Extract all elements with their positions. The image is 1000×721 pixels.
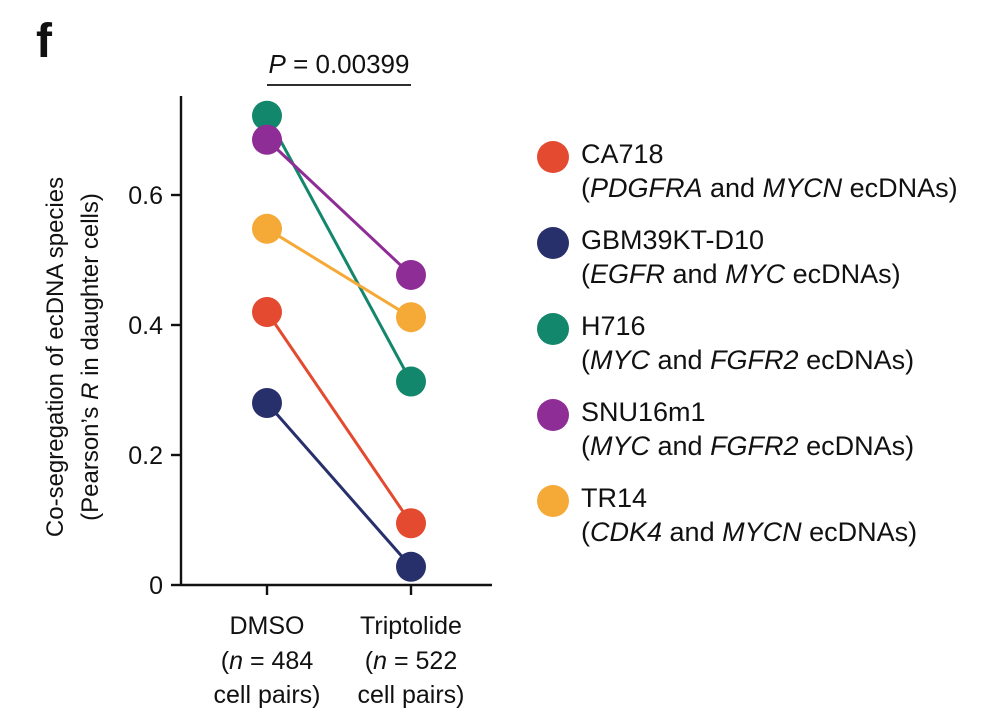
panel-label: f bbox=[36, 15, 52, 68]
legend-swatch bbox=[537, 399, 569, 431]
legend-series-desc: (MYC and FGFR2 ecDNAs) bbox=[581, 345, 915, 375]
chart-axes bbox=[171, 84, 492, 595]
point-ca718-dmso bbox=[252, 297, 282, 327]
y-tick-label: 0.4 bbox=[128, 312, 163, 340]
point-tr14-triptolide bbox=[396, 302, 426, 333]
legend-text: CA718 (PDGFRA and MYCN ecDNAs) bbox=[581, 137, 958, 205]
y-tick-label: 0.2 bbox=[128, 442, 163, 470]
legend-series-desc: (PDGFRA and MYCN ecDNAs) bbox=[581, 173, 958, 203]
x-category-n: (n = 522 bbox=[365, 647, 457, 675]
series-line-gbm39kt-d10 bbox=[265, 402, 413, 568]
y-tick-label: 0 bbox=[149, 572, 163, 600]
point-snu16m1-dmso bbox=[252, 124, 282, 155]
series-line-ca718 bbox=[265, 311, 413, 525]
point-snu16m1-triptolide bbox=[396, 259, 426, 290]
y-axis-title-line1: Co-segregation of ecDNA species bbox=[42, 177, 69, 537]
pvalue-label: P = 0.00399 bbox=[269, 49, 410, 79]
legend-series-name: TR14 bbox=[581, 483, 648, 513]
legend-swatch bbox=[537, 485, 569, 517]
x-category-n: (n = 484 bbox=[221, 647, 314, 675]
point-ca718-triptolide bbox=[396, 508, 426, 539]
chart-labels: 0 0.2 0.4 0.6 Co-segregation of ecDNA specie… bbox=[42, 49, 464, 709]
point-gbm39kt-d10-dmso bbox=[252, 388, 282, 418]
series-points bbox=[252, 100, 426, 582]
x-category-label: DMSO bbox=[230, 612, 305, 640]
x-category-unit: cell pairs) bbox=[358, 681, 465, 709]
legend-text: GBM39KT-D10 (EGFR and MYC ecDNAs) bbox=[581, 223, 901, 291]
series-lines bbox=[265, 114, 413, 568]
legend-series-desc: (EGFR and MYC ecDNAs) bbox=[581, 259, 901, 289]
y-tick-label: 0.6 bbox=[128, 182, 163, 210]
point-gbm39kt-d10-triptolide bbox=[396, 551, 426, 582]
legend-series-desc: (CDK4 and MYCN ecDNAs) bbox=[581, 517, 918, 547]
series-line-h716 bbox=[265, 114, 413, 383]
x-category-label: Triptolide bbox=[360, 612, 462, 640]
point-h716-triptolide bbox=[396, 366, 426, 397]
point-h716-dmso bbox=[252, 100, 282, 131]
legend-series-name: H716 bbox=[581, 311, 646, 341]
series-line-snu16m1 bbox=[265, 138, 413, 277]
legend-series-name: SNU16m1 bbox=[581, 397, 706, 427]
x-category-unit: cell pairs) bbox=[214, 681, 321, 709]
legend-series-desc: (MYC and FGFR2 ecDNAs) bbox=[581, 431, 915, 461]
legend-series-name: CA718 bbox=[581, 139, 664, 169]
legend-swatch bbox=[537, 141, 569, 173]
point-tr14-dmso bbox=[252, 213, 282, 244]
legend-text: SNU16m1 (MYC and FGFR2 ecDNAs) bbox=[581, 395, 914, 463]
legend-swatch bbox=[537, 227, 569, 259]
legend-swatch bbox=[537, 313, 569, 345]
legend-series-name: GBM39KT-D10 bbox=[581, 225, 765, 255]
y-axis-title-line2: (Pearson’s R in daughter cells) bbox=[77, 193, 104, 521]
paired-dot-chart: 0 0.2 0.4 0.6 Co-segregation of ecDNA specie… bbox=[42, 49, 492, 709]
legend-text: TR14 (CDK4 and MYCN ecDNAs) bbox=[581, 481, 917, 549]
legend-text: H716 (MYC and FGFR2 ecDNAs) bbox=[581, 309, 914, 377]
series-line-tr14 bbox=[266, 227, 412, 319]
